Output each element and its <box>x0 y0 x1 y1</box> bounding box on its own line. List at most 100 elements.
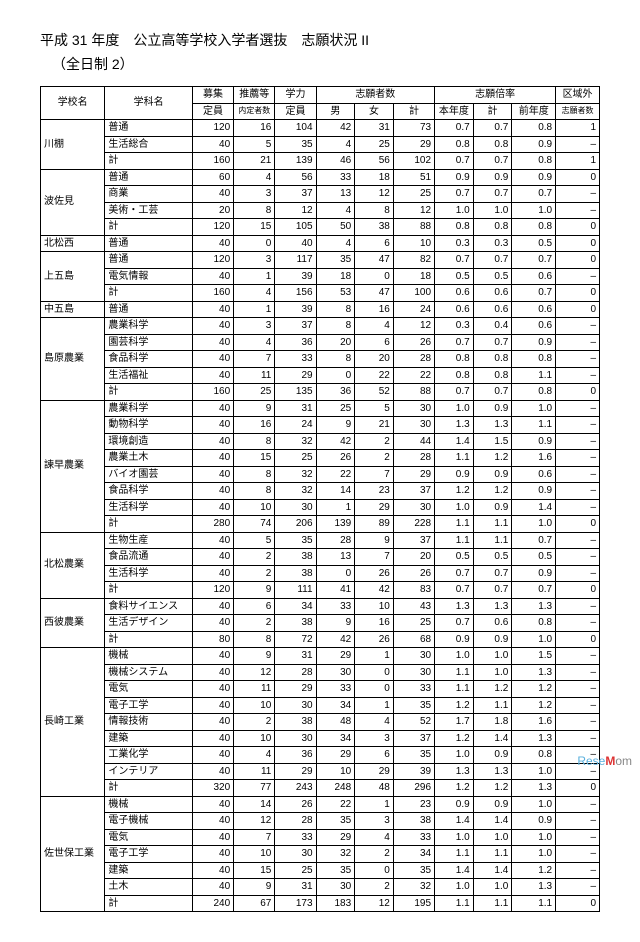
cell-value: 1.3 <box>473 763 512 780</box>
cell-value: 12 <box>275 202 316 219</box>
cell-value: 1.0 <box>435 879 474 896</box>
cell-value: 29 <box>275 763 316 780</box>
cell-value: 0.3 <box>435 318 474 335</box>
cell-value: 120 <box>192 582 233 599</box>
cell-value: 0.8 <box>435 219 474 236</box>
cell-value: 248 <box>316 780 355 797</box>
cell-dept: 機械 <box>105 796 193 813</box>
cell-value: 1.1 <box>512 367 556 384</box>
cell-dept: 電気 <box>105 681 193 698</box>
cell-value: 0.8 <box>512 219 556 236</box>
cell-value: 1.2 <box>435 697 474 714</box>
cell-value: 6 <box>355 235 394 252</box>
cell-value: 40 <box>275 235 316 252</box>
cell-value: 40 <box>192 318 233 335</box>
cell-value: 0 <box>556 235 600 252</box>
cell-value: 1.4 <box>435 433 474 450</box>
cell-value: 6 <box>234 598 275 615</box>
cell-value: 37 <box>393 532 434 549</box>
cell-value: 9 <box>234 582 275 599</box>
cell-value: 8 <box>355 202 394 219</box>
cell-value: 26 <box>355 631 394 648</box>
cell-dept: 食料サイエンス <box>105 598 193 615</box>
cell-dept: 機械システム <box>105 664 193 681</box>
cell-value: 35 <box>316 813 355 830</box>
cell-value: 40 <box>192 615 233 632</box>
cell-value: 74 <box>234 516 275 533</box>
cell-value: – <box>556 549 600 566</box>
header-school: 学校名 <box>41 87 105 120</box>
cell-value: – <box>556 648 600 665</box>
cell-value: 53 <box>316 285 355 302</box>
cell-value: 26 <box>275 796 316 813</box>
table-row: 食品流通40238137200.50.50.5– <box>41 549 600 566</box>
cell-value: 29 <box>393 136 434 153</box>
cell-dept: 計 <box>105 384 193 401</box>
cell-value: 8 <box>316 301 355 318</box>
header-dept: 学科名 <box>105 87 193 120</box>
cell-value: 16 <box>234 417 275 434</box>
cell-value: 25 <box>393 186 434 203</box>
cell-value: 4 <box>316 235 355 252</box>
cell-dept: 環境創造 <box>105 433 193 450</box>
cell-value: 0.7 <box>473 384 512 401</box>
cell-value: 1.0 <box>512 763 556 780</box>
cell-value: 21 <box>234 153 275 170</box>
cell-value: – <box>556 417 600 434</box>
cell-value: 11 <box>234 681 275 698</box>
page-title: 平成 31 年度 公立高等学校入学者選抜 志願状況 II <box>40 30 600 50</box>
cell-value: 0.3 <box>435 235 474 252</box>
cell-value: 0.9 <box>473 466 512 483</box>
cell-value: 6 <box>355 334 394 351</box>
cell-value: 0.8 <box>435 351 474 368</box>
cell-school: 佐世保工業 <box>41 796 105 912</box>
cell-dept: 建築 <box>105 730 193 747</box>
cell-value: 60 <box>192 169 233 186</box>
cell-value: 2 <box>355 450 394 467</box>
cell-value: 29 <box>316 747 355 764</box>
cell-value: 26 <box>393 565 434 582</box>
cell-value: 12 <box>234 664 275 681</box>
cell-value: 9 <box>316 615 355 632</box>
cell-value: 83 <box>393 582 434 599</box>
cell-value: 13 <box>316 186 355 203</box>
cell-value: 1 <box>355 697 394 714</box>
cell-value: 32 <box>275 483 316 500</box>
cell-dept: 計 <box>105 895 193 912</box>
cell-value: 80 <box>192 631 233 648</box>
cell-value: 1 <box>556 120 600 137</box>
cell-value: – <box>556 565 600 582</box>
cell-value: – <box>556 598 600 615</box>
table-row: 北松農業生物生産40535289371.11.10.7– <box>41 532 600 549</box>
cell-value: 34 <box>316 730 355 747</box>
cell-value: 10 <box>234 846 275 863</box>
cell-value: 35 <box>393 697 434 714</box>
cell-value: 12 <box>355 895 394 912</box>
cell-value: 16 <box>355 615 394 632</box>
cell-value: 0 <box>316 367 355 384</box>
cell-value: 4 <box>234 169 275 186</box>
cell-value: 1.2 <box>512 862 556 879</box>
cell-value: 0.9 <box>435 631 474 648</box>
cell-value: – <box>556 136 600 153</box>
cell-value: – <box>556 433 600 450</box>
cell-value: 14 <box>316 483 355 500</box>
cell-value: 52 <box>393 714 434 731</box>
cell-value: 3 <box>234 318 275 335</box>
cell-dept: 普通 <box>105 169 193 186</box>
cell-value: 9 <box>355 532 394 549</box>
data-table: 学校名 学科名 募集 推薦等 学力 志願者数 志願倍率 区域外 定員 内定者数 … <box>40 86 600 912</box>
cell-value: 1.1 <box>473 697 512 714</box>
cell-value: 0 <box>556 582 600 599</box>
cell-dept: 動物科学 <box>105 417 193 434</box>
cell-value: 1.4 <box>512 499 556 516</box>
cell-value: 40 <box>192 499 233 516</box>
cell-value: 1.0 <box>512 400 556 417</box>
cell-dept: 園芸科学 <box>105 334 193 351</box>
cell-value: 2 <box>234 549 275 566</box>
cell-value: 120 <box>192 120 233 137</box>
table-row: 計808724226680.90.91.00 <box>41 631 600 648</box>
cell-value: 33 <box>316 169 355 186</box>
cell-value: 0.7 <box>473 334 512 351</box>
table-row: 建築401525350351.41.41.2– <box>41 862 600 879</box>
